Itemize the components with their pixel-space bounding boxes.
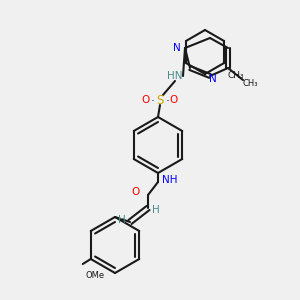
Text: S: S (156, 94, 164, 106)
Text: O: O (132, 187, 140, 197)
Text: H: H (118, 215, 126, 225)
Text: H: H (152, 205, 160, 215)
Text: O: O (170, 95, 178, 105)
Text: CH₃: CH₃ (242, 80, 258, 88)
Text: NH: NH (162, 175, 178, 185)
Text: O: O (142, 95, 150, 105)
Text: N: N (173, 43, 181, 53)
Text: OMe: OMe (85, 271, 105, 280)
Text: CH₃: CH₃ (228, 71, 244, 80)
Text: N: N (209, 74, 217, 84)
Text: HN: HN (167, 71, 183, 81)
